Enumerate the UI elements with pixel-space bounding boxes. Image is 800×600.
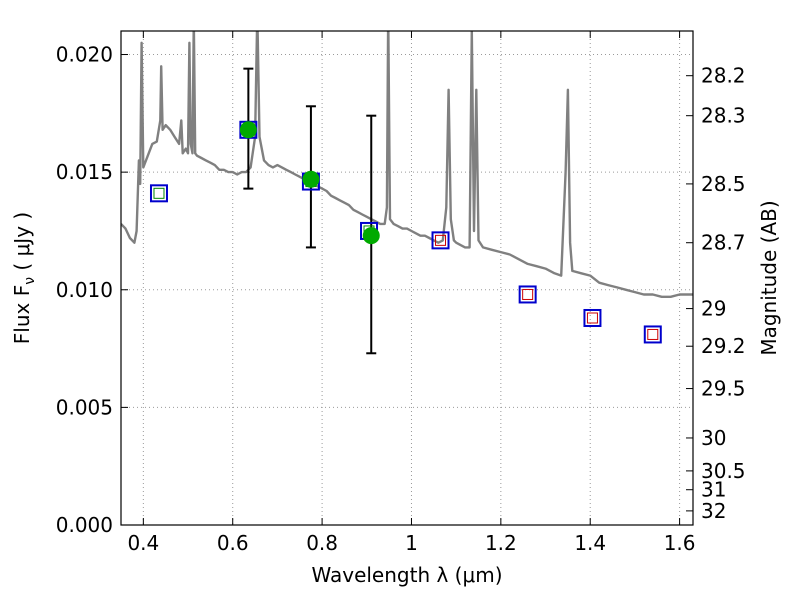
- y-axis-title-unit: ( μJy ): [10, 212, 34, 277]
- y-tick-label-0: 0.000: [56, 513, 113, 537]
- x-tick-label-1: 0.6: [217, 531, 249, 555]
- y2-tick-label-4: 29: [701, 297, 726, 321]
- y2-tick-label-8: 30.5: [701, 459, 746, 483]
- observed-point-2: [362, 227, 380, 245]
- y-tick-label-4: 0.020: [56, 43, 113, 67]
- x-tick-label-6: 1.6: [664, 531, 696, 555]
- x-tick-label-0: 0.4: [127, 531, 159, 555]
- y2-tick-label-7: 30: [701, 426, 726, 450]
- y2-tick-label-1: 28.3: [701, 104, 746, 128]
- x-tick-label-4: 1.2: [485, 531, 517, 555]
- y-tick-label-2: 0.010: [56, 278, 113, 302]
- model-photometry-inner-5: [522, 288, 534, 300]
- model-photometry-box-0: [149, 184, 168, 203]
- y2-tick-label-6: 29.5: [701, 377, 746, 401]
- y2-tick-label-0: 28.2: [701, 64, 746, 88]
- y2-axis-title: Magnitude (AB): [757, 200, 781, 355]
- observed-point-0: [239, 121, 257, 139]
- axes: 0.4 0.6 0.8 1 1.2 1.4 1.6 0.000 0.005 0.010 0.015 0…: [56, 31, 746, 555]
- x-tick-label-2: 0.8: [306, 531, 338, 555]
- y-tick-label-1: 0.005: [56, 395, 113, 419]
- model-photometry-inner-4: [435, 234, 447, 246]
- plot-frame: [120, 30, 694, 526]
- observed-point-1: [302, 170, 320, 188]
- model-photometry-box-4: [431, 231, 450, 250]
- spectrum-line: [121, 31, 693, 298]
- model-photometry-box-7: [643, 325, 662, 344]
- y2-tick-label-2: 28.5: [701, 172, 746, 196]
- y-tick-label-3: 0.015: [56, 160, 113, 184]
- model-photometry-box-5: [518, 285, 537, 304]
- y2-tick-label-10: 32: [701, 499, 726, 523]
- y2-tick-label-3: 28.7: [701, 231, 746, 255]
- y-axis-title-main: Flux F: [10, 285, 34, 344]
- model-photometry-inner-7: [647, 328, 659, 340]
- plot-area: [121, 31, 693, 355]
- model-photometry-box-6: [583, 308, 602, 327]
- x-axis-title: Wavelength λ (μm): [311, 563, 502, 587]
- y2-tick-label-9: 31: [701, 478, 726, 502]
- y-axis-title: Flux Fν ( μJy ): [10, 212, 38, 344]
- model-photometry-inner-0: [153, 187, 165, 199]
- y2-tick-label-5: 29.2: [701, 334, 746, 358]
- y-axis-title-subscript: ν: [22, 277, 38, 285]
- model-photometry-inner-6: [586, 312, 598, 324]
- x-tick-label-5: 1.4: [574, 531, 606, 555]
- x-tick-label-3: 1: [405, 531, 418, 555]
